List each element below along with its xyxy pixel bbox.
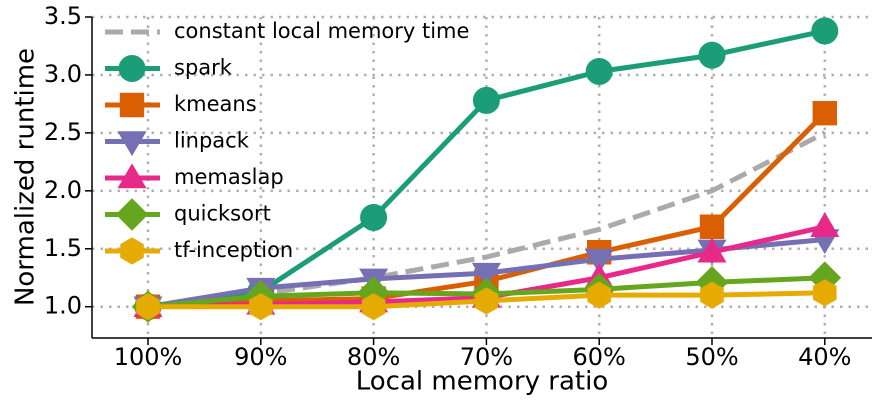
- y-tick-label: 1.5: [44, 234, 82, 262]
- legend-label: constant local memory time: [174, 19, 469, 43]
- y-tick-label: 3.0: [44, 60, 82, 88]
- legend-label: linpack: [174, 129, 250, 153]
- y-tick-label: 3.5: [44, 2, 82, 30]
- marker: [119, 92, 145, 118]
- marker: [117, 131, 147, 157]
- marker: [472, 86, 500, 114]
- marker: [587, 281, 611, 309]
- series: [136, 279, 837, 321]
- grid: 1.0 1.5 2.0 2.5 3.0 3.5 100% 90% 80% 70% 60% 50% 40%: [44, 2, 872, 371]
- y-tick-label: 1.0: [44, 292, 82, 320]
- marker: [361, 293, 386, 321]
- marker: [813, 279, 837, 307]
- marker: [474, 287, 499, 315]
- marker: [249, 293, 273, 321]
- legend: constant local memory time spark kmeans lin…: [105, 19, 469, 265]
- marker: [700, 281, 724, 309]
- x-tick-label: 80%: [347, 343, 400, 371]
- marker: [812, 100, 837, 126]
- x-tick-label: 60%: [573, 343, 626, 371]
- y-tick-label: 2.0: [44, 176, 82, 204]
- y-tick-label: 2.5: [44, 118, 82, 146]
- x-tick-label: 70%: [460, 343, 513, 371]
- x-axis-label: Local memory ratio: [356, 367, 609, 397]
- legend-label: spark: [174, 56, 233, 80]
- marker: [697, 237, 727, 263]
- x-tick-label: 40%: [798, 343, 851, 371]
- legend-label: memaslap: [174, 165, 284, 189]
- marker: [584, 248, 614, 274]
- marker: [585, 57, 613, 85]
- x-tick-label: 90%: [234, 343, 287, 371]
- legend-label: kmeans: [174, 92, 257, 116]
- marker: [471, 262, 501, 288]
- marker: [698, 41, 726, 69]
- plot: [131, 17, 842, 324]
- x-tick-label: 50%: [685, 343, 738, 371]
- marker: [360, 203, 388, 231]
- marker: [117, 163, 147, 189]
- marker: [810, 212, 840, 238]
- marker: [118, 55, 146, 82]
- legend-label: tf-inception: [174, 238, 293, 262]
- legend-label: quicksort: [174, 202, 271, 226]
- y-axis-label: Normalized runtime: [11, 48, 41, 306]
- marker: [699, 214, 725, 239]
- marker: [120, 237, 144, 265]
- marker: [811, 17, 839, 45]
- marker: [115, 198, 149, 231]
- marker: [136, 293, 160, 321]
- x-tick-label: 100%: [114, 343, 183, 371]
